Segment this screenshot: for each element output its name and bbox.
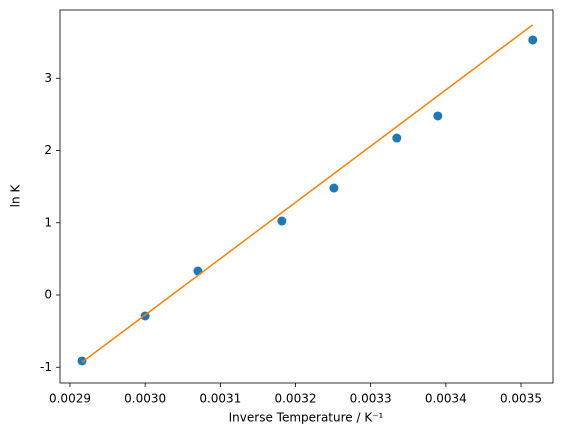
x-tick-label: 0.0031 bbox=[199, 392, 241, 406]
x-axis-label: Inverse Temperature / K⁻¹ bbox=[229, 411, 384, 425]
point bbox=[277, 216, 287, 226]
point bbox=[77, 356, 87, 366]
x-tick-label: 0.0034 bbox=[425, 392, 467, 406]
point bbox=[392, 133, 402, 143]
point bbox=[329, 183, 339, 193]
y-tick-label: 1 bbox=[44, 215, 52, 229]
plot-frame bbox=[59, 9, 554, 384]
x-tick-label: 0.0029 bbox=[49, 392, 91, 406]
x-tick-label: 0.0030 bbox=[124, 392, 166, 406]
x-tick-label: 0.0035 bbox=[500, 392, 542, 406]
y-tick-label: 2 bbox=[44, 143, 52, 157]
y-axis-label: ln K bbox=[9, 184, 23, 208]
point bbox=[528, 35, 538, 45]
point bbox=[193, 266, 203, 276]
fit-line bbox=[81, 24, 534, 363]
y-tick-label: 0 bbox=[44, 288, 52, 302]
x-tick-label: 0.0033 bbox=[350, 392, 392, 406]
x-tick-label: 0.0032 bbox=[274, 392, 316, 406]
y-tick-label: 3 bbox=[44, 71, 52, 85]
point bbox=[433, 111, 443, 121]
y-tick-label: -1 bbox=[40, 360, 52, 374]
